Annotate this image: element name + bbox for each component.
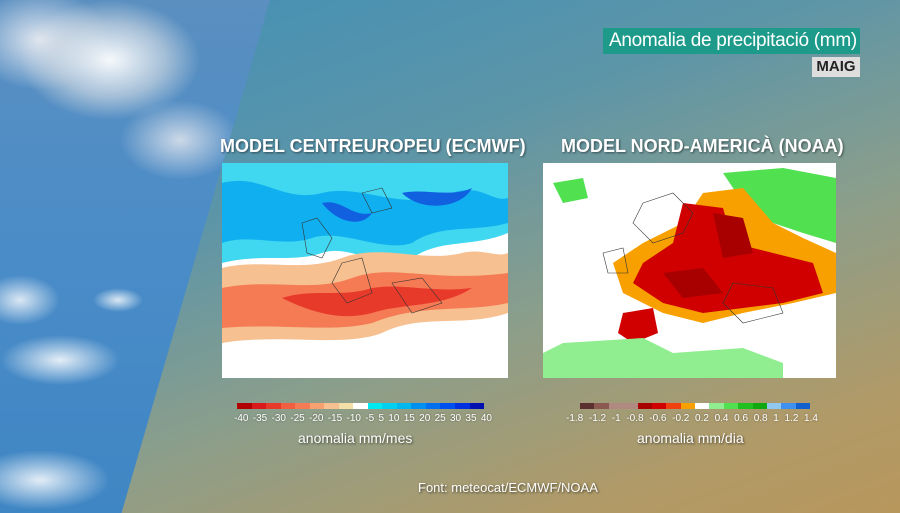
colorbar-segment [280, 403, 296, 409]
source-credit: Font: meteocat/ECMWF/NOAA [418, 480, 598, 495]
colorbar-tick: 1.2 [784, 413, 799, 424]
colorbar-tick: 40 [480, 413, 492, 424]
colorbar-tick: 1.4 [804, 413, 818, 424]
ecmwf-colorbar [237, 403, 485, 409]
colorbar-tick: -35 [252, 413, 268, 424]
colorbar-tick: 10 [388, 413, 400, 424]
month-badge: MAIG [812, 57, 860, 77]
colorbar-tick: 35 [465, 413, 477, 424]
colorbar-segment [251, 403, 267, 409]
colorbar-segment [795, 403, 810, 409]
colorbar-tick: 0.4 [714, 413, 729, 424]
colorbar-tick: -15 [327, 413, 343, 424]
colorbar-segment [608, 403, 624, 409]
colorbar-segment [723, 403, 739, 409]
colorbar-segment [454, 403, 470, 409]
noaa-colorbar [580, 403, 810, 409]
colorbar-segment [411, 403, 426, 409]
colorbar-tick: 25 [434, 413, 446, 424]
colorbar-tick: 20 [419, 413, 431, 424]
colorbar-segment [309, 403, 325, 409]
colorbar-segment [353, 403, 368, 409]
colorbar-tick: 5 [378, 413, 385, 424]
colorbar-segment [338, 403, 354, 409]
colorbar-tick: -0.8 [626, 413, 644, 424]
colorbar-tick: -20 [309, 413, 324, 424]
noaa-anomaly-map [543, 163, 836, 378]
ecmwf-unit-label: anomalia mm/mes [298, 430, 413, 446]
colorbar-tick: -1.8 [566, 413, 584, 424]
colorbar-segment [680, 403, 695, 409]
colorbar-segment [594, 403, 609, 409]
colorbar-segment [651, 403, 667, 409]
colorbar-segment [695, 403, 710, 409]
colorbar-tick: 1 [773, 413, 779, 424]
colorbar-tick: 0.2 [695, 413, 709, 424]
colorbar-segment [580, 403, 595, 409]
colorbar-tick: -0.6 [649, 413, 667, 424]
colorbar-segment [382, 403, 397, 409]
colorbar-tick: 15 [403, 413, 415, 424]
colorbar-tick: -25 [290, 413, 305, 424]
colorbar-tick: -10 [346, 413, 361, 424]
ecmwf-colorbar-ticks: -40 -35 -30 -25 -20 -15 -10 -5 5 10 15 20 25 30 35 40 [234, 413, 492, 424]
colorbar-tick: -40 [234, 413, 249, 424]
chart-title: Anomalia de precipitació (mm) [603, 28, 860, 54]
ecmwf-title: MODEL CENTREUROPEU (ECMWF) [220, 136, 526, 156]
colorbar-segment [666, 403, 681, 409]
colorbar-segment [440, 403, 455, 409]
colorbar-segment [469, 403, 485, 409]
colorbar-tick: -5 [365, 413, 375, 424]
colorbar-tick: -1.2 [588, 413, 607, 424]
colorbar-tick: 0.8 [753, 413, 768, 424]
ecmwf-anomaly-map [222, 163, 508, 378]
colorbar-segment [709, 403, 724, 409]
colorbar-segment [425, 403, 441, 409]
noaa-colorbar-ticks: -1.8 -1.2 -1 -0.8 -0.6 -0.2 0.2 0.4 0.6 0.8 1 1.2 1.… [566, 413, 818, 424]
colorbar-segment [367, 403, 383, 409]
colorbar-segment [295, 403, 310, 409]
colorbar-segment [324, 403, 339, 409]
colorbar-tick: -30 [271, 413, 286, 424]
colorbar-segment [637, 403, 652, 409]
colorbar-tick: 0.6 [734, 413, 749, 424]
colorbar-segment [738, 403, 753, 409]
colorbar-tick: -1 [611, 413, 621, 424]
colorbar-tick: -0.2 [672, 413, 690, 424]
colorbar-segment [623, 403, 638, 409]
colorbar-segment [752, 403, 767, 409]
colorbar-segment [766, 403, 782, 409]
noaa-unit-label: anomalia mm/dia [637, 430, 744, 446]
noaa-title: MODEL NORD-AMERICÀ (NOAA) [561, 136, 844, 156]
colorbar-tick: 30 [450, 413, 462, 424]
colorbar-segment [237, 403, 252, 409]
colorbar-segment [781, 403, 796, 409]
colorbar-segment [396, 403, 412, 409]
colorbar-segment [266, 403, 281, 409]
